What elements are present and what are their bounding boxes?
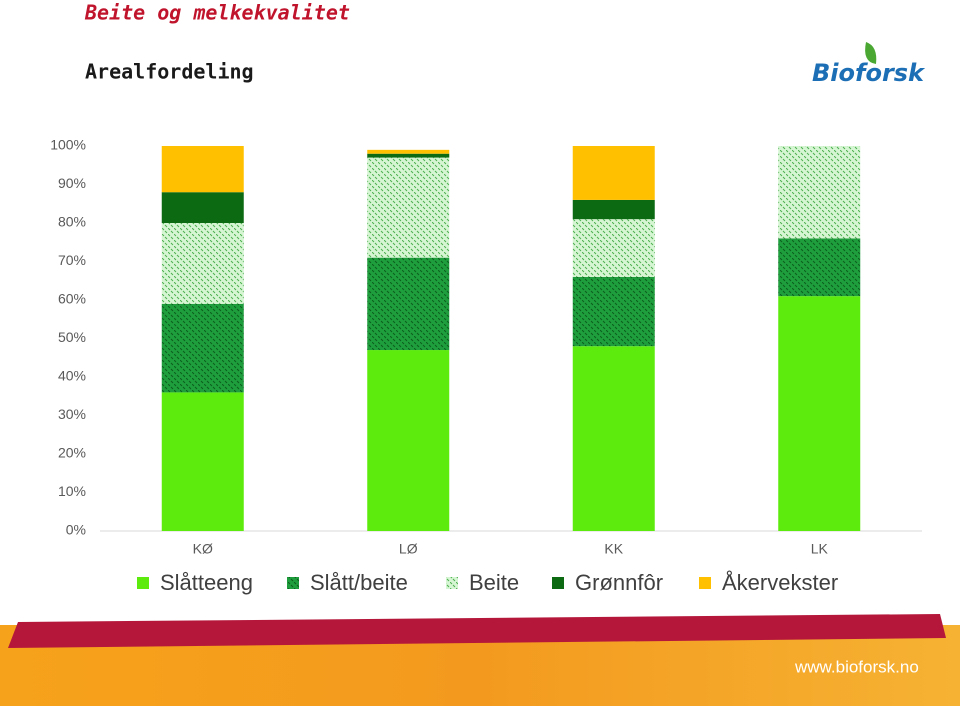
footer-url: www.bioforsk.no [794,657,919,676]
legend-label: Grønnfôr [575,570,663,595]
bar-segment [572,199,655,220]
legend-swatch [446,577,458,589]
x-tick-label: LØ [399,541,418,557]
y-tick-label: 50% [58,329,86,345]
bar-segment [161,223,244,304]
x-tick-label: LK [811,541,829,557]
bar-segment [367,257,450,351]
y-tick-label: 70% [58,252,86,268]
slide-subtitle: Arealfordeling [85,60,254,84]
legend-swatch [699,577,711,589]
bar-segment [572,219,655,277]
bar-segment [778,296,861,531]
legend-swatch [552,577,564,589]
legend-label: Åkervekster [722,570,838,595]
y-tick-label: 100% [50,137,86,153]
bar-segment [367,157,450,258]
bar-segment [367,350,450,531]
bar-segment [572,346,655,531]
slide-title: Beite og melkekvalitet [84,1,350,25]
legend-swatch [287,577,299,589]
bar-segment [778,146,861,239]
bar-segment [778,238,861,297]
bar-segment [161,146,244,193]
y-tick-label: 90% [58,175,86,191]
y-tick-label: 30% [58,406,86,422]
bar-segment [367,149,450,154]
bar-segment [367,153,450,158]
y-tick-label: 0% [66,522,86,538]
y-tick-label: 60% [58,291,86,307]
logo-leaf [865,42,877,64]
legend-label: Slått/beite [310,570,408,595]
y-tick-label: 20% [58,445,86,461]
legend-label: Slåtteeng [160,570,253,595]
footer-stripe [8,614,946,648]
x-tick-label: KK [604,541,623,557]
bar-segment [161,392,244,531]
y-tick-label: 40% [58,368,86,384]
bar-segment [572,146,655,200]
bar-segment [572,276,655,347]
chart: 0% 10% 20% 30% 40% 50% 60% 70% 80% 90% 100% KØ LØ KK L… [50,137,922,595]
y-tick-label: 80% [58,214,86,230]
legend-label: Beite [469,570,519,595]
y-tick-label: 10% [58,483,86,499]
x-tick-label: KØ [193,541,213,557]
bar-segment [161,192,244,223]
bar-segment [161,303,244,393]
legend-swatch [137,577,149,589]
logo: Bioforsk [812,59,926,87]
